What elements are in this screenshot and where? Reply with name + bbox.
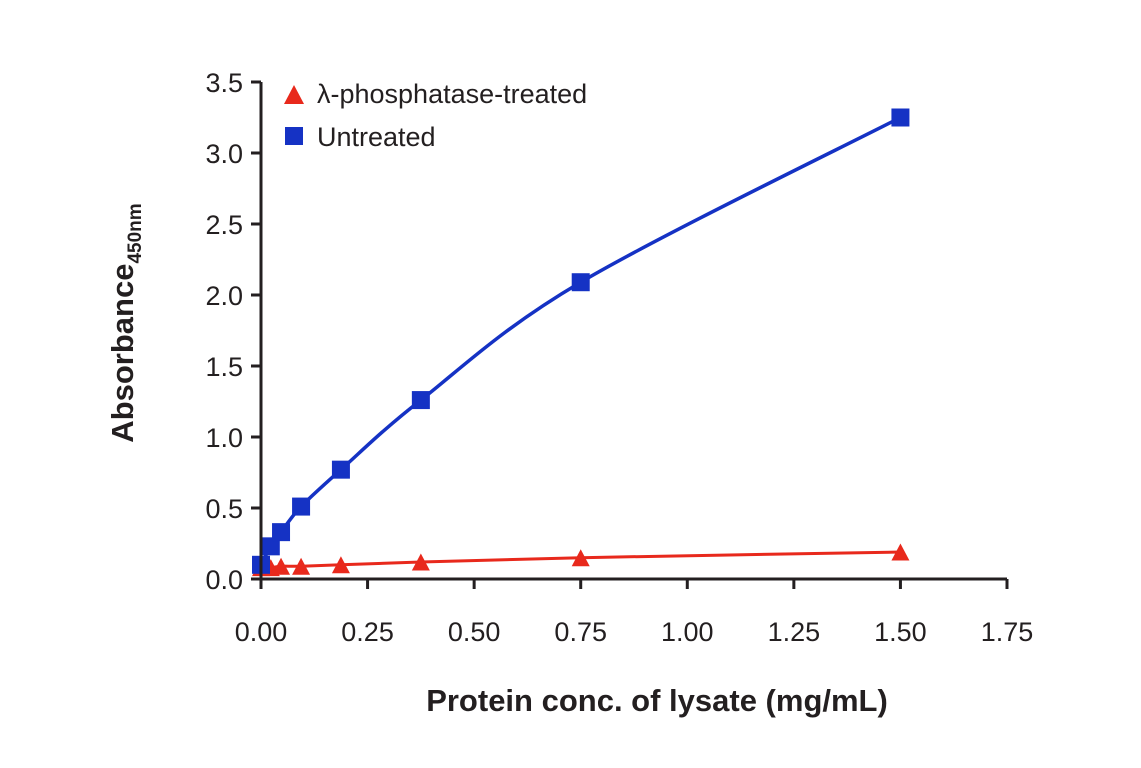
y-tick-label: 2.0 [205, 281, 243, 311]
legend-label-untreated: Untreated [317, 122, 436, 152]
x-axis-ticks: 0.00 0.25 0.50 0.75 1.00 1.25 1.50 1.75 [235, 579, 1034, 647]
x-tick-label: 0.75 [554, 617, 607, 647]
y-tick-label: 1.5 [205, 352, 243, 382]
x-tick-label: 1.00 [661, 617, 714, 647]
y-tick-label: 0.5 [205, 494, 243, 524]
data-point-untreated [261, 537, 280, 556]
y-tick-label: 2.5 [205, 210, 243, 240]
y-axis-title-subscript: 450nm [125, 203, 146, 263]
legend: λ-phosphatase-treated Untreated [284, 79, 587, 152]
data-markers [252, 108, 910, 577]
data-point-untreated [331, 460, 350, 479]
y-axis-ticks: 0.0 0.5 1.0 1.5 2.0 2.5 3.0 3.5 [205, 68, 261, 595]
data-point-treated [331, 556, 350, 574]
legend-square-marker [285, 127, 303, 145]
data-point-untreated [891, 108, 910, 127]
y-tick-label: 1.0 [205, 423, 243, 453]
data-point-treated [571, 549, 590, 567]
legend-triangle-marker [284, 85, 304, 104]
x-tick-label: 1.25 [768, 617, 821, 647]
y-tick-label: 3.5 [205, 68, 243, 98]
data-point-untreated [272, 523, 291, 542]
x-tick-label: 0.00 [235, 617, 288, 647]
x-axis-title: Protein conc. of lysate (mg/mL) [426, 683, 888, 718]
x-tick-label: 1.50 [874, 617, 927, 647]
legend-item-untreated: Untreated [285, 122, 436, 152]
legend-label-treated: λ-phosphatase-treated [317, 79, 587, 109]
data-point-treated [292, 557, 311, 575]
data-point-treated [891, 543, 910, 561]
data-point-untreated [571, 273, 590, 292]
y-axis-title-main: Absorbance [105, 264, 140, 443]
y-tick-label: 3.0 [205, 139, 243, 169]
fit-line-untreated [259, 115, 902, 566]
x-tick-label: 0.50 [448, 617, 501, 647]
y-axis-title: Absorbance450nm [105, 203, 146, 442]
y-tick-label: 0.0 [205, 565, 243, 595]
plot-area [252, 108, 910, 577]
data-point-untreated [411, 391, 430, 410]
legend-item-treated: λ-phosphatase-treated [284, 79, 587, 109]
x-tick-label: 1.75 [981, 617, 1034, 647]
data-point-treated [411, 553, 430, 571]
data-point-treated [272, 557, 291, 575]
x-tick-label: 0.25 [341, 617, 394, 647]
data-point-untreated [292, 497, 311, 516]
